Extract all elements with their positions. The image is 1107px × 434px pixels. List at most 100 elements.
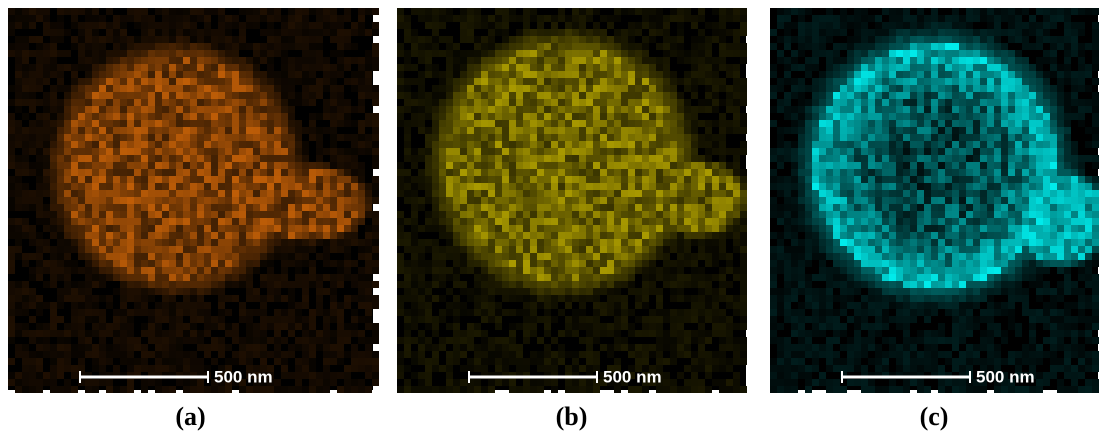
map-pixel: [351, 379, 358, 386]
map-pixel: [92, 267, 99, 274]
map-pixel: [439, 71, 446, 78]
map-pixel: [330, 232, 337, 239]
map-pixel: [281, 50, 288, 57]
map-pixel: [57, 29, 64, 36]
map-pixel: [323, 337, 330, 344]
map-pixel: [120, 281, 127, 288]
map-pixel: [712, 78, 719, 85]
map-pixel: [211, 120, 218, 127]
map-pixel: [523, 50, 530, 57]
map-pixel: [411, 211, 418, 218]
map-pixel: [537, 15, 544, 22]
map-pixel: [698, 309, 705, 316]
map-pixel: [113, 134, 120, 141]
map-pixel: [572, 386, 579, 393]
map-pixel: [523, 260, 530, 267]
map-pixel: [288, 29, 295, 36]
map-pixel: [684, 141, 691, 148]
map-pixel: [211, 337, 218, 344]
map-pixel: [446, 64, 453, 71]
map-pixel: [719, 281, 726, 288]
map-pixel: [36, 113, 43, 120]
map-pixel: [474, 57, 481, 64]
map-pixel: [726, 99, 733, 106]
map-pixel: [295, 99, 302, 106]
map-pixel: [980, 15, 987, 22]
map-pixel: [663, 218, 670, 225]
map-pixel: [85, 232, 92, 239]
map-pixel: [733, 176, 740, 183]
map-pixel: [691, 197, 698, 204]
map-pixel: [344, 64, 351, 71]
map-pixel: [288, 127, 295, 134]
map-pixel: [446, 8, 453, 15]
map-pixel: [64, 253, 71, 260]
map-pixel: [337, 218, 344, 225]
map-pixel: [197, 295, 204, 302]
map-pixel: [316, 197, 323, 204]
map-pixel: [176, 260, 183, 267]
map-pixel: [120, 316, 127, 323]
map-pixel: [316, 22, 323, 29]
map-pixel: [36, 211, 43, 218]
map-pixel: [316, 113, 323, 120]
map-pixel: [488, 78, 495, 85]
map-pixel: [323, 183, 330, 190]
map-pixel: [537, 43, 544, 50]
map-pixel: [155, 260, 162, 267]
map-pixel: [544, 323, 551, 330]
map-pixel: [593, 204, 600, 211]
map-pixel: [586, 218, 593, 225]
map-pixel: [316, 309, 323, 316]
map-pixel: [36, 64, 43, 71]
map-pixel: [8, 127, 15, 134]
map-pixel: [183, 8, 190, 15]
map-pixel: [446, 106, 453, 113]
map-pixel: [148, 323, 155, 330]
panel-caption: (a): [175, 402, 205, 431]
map-pixel: [600, 344, 607, 351]
map-pixel: [495, 127, 502, 134]
map-pixel: [372, 379, 379, 386]
map-pixel: [155, 323, 162, 330]
map-pixel: [372, 211, 379, 218]
map-pixel: [50, 260, 57, 267]
map-pixel: [148, 176, 155, 183]
map-pixel: [43, 190, 50, 197]
map-pixel: [85, 330, 92, 337]
map-pixel: [488, 295, 495, 302]
map-pixel: [15, 204, 22, 211]
map-pixel: [530, 260, 537, 267]
map-pixel: [726, 162, 733, 169]
map-pixel: [572, 141, 579, 148]
map-pixel: [141, 99, 148, 106]
map-pixel: [15, 155, 22, 162]
map-pixel: [260, 309, 267, 316]
map-pixel: [267, 281, 274, 288]
map-pixel: [274, 50, 281, 57]
map-pixel: [330, 281, 337, 288]
map-pixel: [411, 113, 418, 120]
map-pixel: [92, 351, 99, 358]
map-pixel: [453, 197, 460, 204]
map-pixel: [628, 64, 635, 71]
map-pixel: [218, 169, 225, 176]
map-pixel: [635, 218, 642, 225]
map-pixel: [372, 197, 379, 204]
map-pixel: [309, 43, 316, 50]
map-pixel: [260, 344, 267, 351]
map-pixel: [614, 302, 621, 309]
map-pixel: [607, 71, 614, 78]
map-pixel: [106, 64, 113, 71]
map-pixel: [572, 274, 579, 281]
map-pixel: [211, 50, 218, 57]
map-pixel: [351, 148, 358, 155]
map-pixel: [558, 239, 565, 246]
map-pixel: [211, 92, 218, 99]
map-pixel: [323, 365, 330, 372]
map-pixel: [705, 295, 712, 302]
map-pixel: [418, 50, 425, 57]
map-pixel: [495, 239, 502, 246]
map-pixel: [530, 148, 537, 155]
map-pixel: [218, 15, 225, 22]
